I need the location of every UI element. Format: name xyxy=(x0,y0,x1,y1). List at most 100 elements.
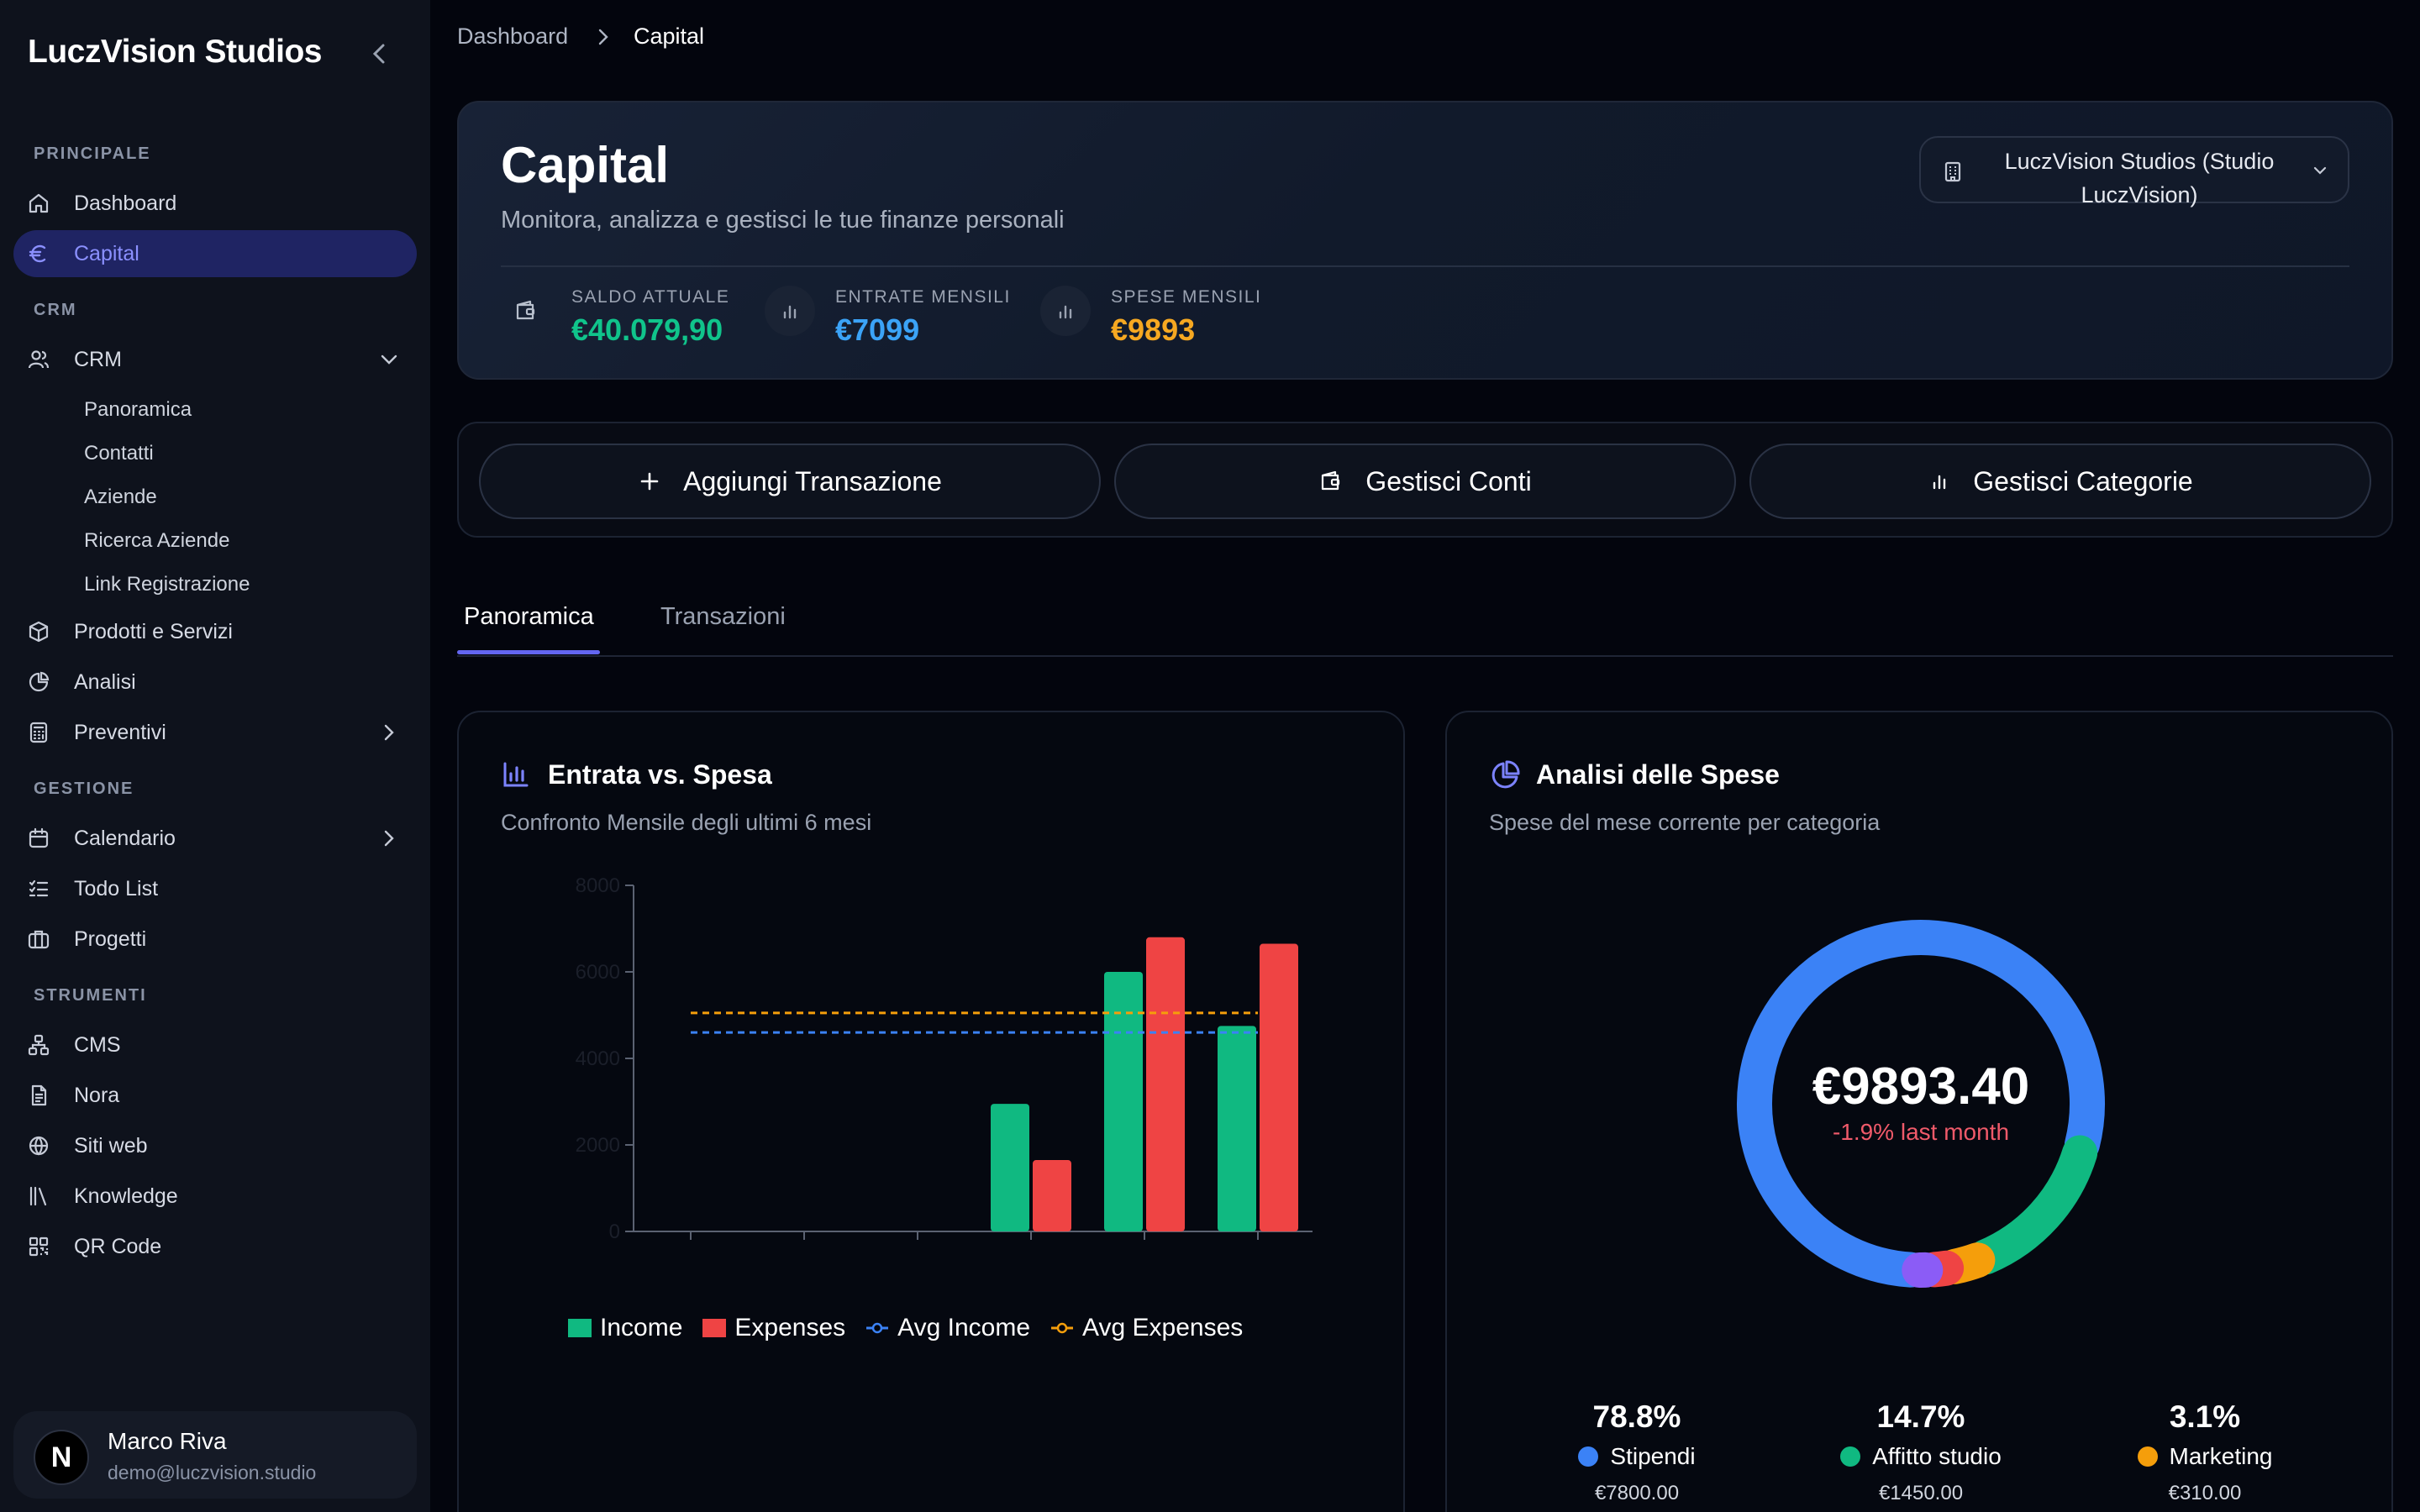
bar-chart-icon xyxy=(1059,305,1072,319)
sidebar-item-label: QR Code xyxy=(74,1234,162,1258)
bar-chart-icon xyxy=(503,762,529,787)
legend-item-avg-income[interactable]: Avg Income xyxy=(865,1314,1030,1342)
legend-item-avg-expenses[interactable]: Avg Expenses xyxy=(1050,1314,1243,1342)
chevron-down-icon xyxy=(2313,166,2327,175)
studio-selector[interactable]: LuczVision Studios (Studio LuczVision) xyxy=(1919,136,2349,207)
add-transaction-button[interactable]: Aggiungi Transazione xyxy=(479,444,1101,519)
legend-label: Expenses xyxy=(734,1314,846,1341)
collapse-sidebar-button[interactable] xyxy=(366,39,392,69)
active-tab-indicator xyxy=(457,650,600,654)
sidebar-item-label: Prodotti e Servizi xyxy=(74,619,233,643)
sidebar-item-label: Nora xyxy=(74,1083,120,1107)
income-expense-card: Entrata vs. Spesa Confronto Mensile degl… xyxy=(457,711,1405,1512)
plus-icon xyxy=(640,472,659,491)
category-name-row: Marketing xyxy=(2096,1443,2314,1470)
sidebar: LuczVision Studios PRINCIPALE Dashboard … xyxy=(0,0,430,1512)
manage-accounts-button[interactable]: Gestisci Conti xyxy=(1114,444,1736,519)
income-expense-chart: 0 2000 4000 6000 8000 xyxy=(576,874,1313,1243)
list-check-icon xyxy=(29,879,49,897)
sidebar-item-label: Siti web xyxy=(74,1133,148,1158)
category-affitto: 14.7% Affitto studio €1450.00 xyxy=(1812,1399,2030,1505)
sidebar-item-dashboard[interactable]: Dashboard xyxy=(13,180,417,227)
bar-chart-icon xyxy=(1933,475,1946,490)
tab-panoramica[interactable]: Panoramica xyxy=(464,603,594,630)
sidebar-item-knowledge[interactable]: Knowledge xyxy=(13,1173,417,1220)
wallet-icon xyxy=(1322,470,1340,491)
tab-transazioni[interactable]: Transazioni xyxy=(660,603,786,630)
legend-label: Avg Income xyxy=(897,1314,1031,1341)
home-icon xyxy=(29,193,49,213)
y-tick-label: 0 xyxy=(609,1221,620,1243)
section-label-crm: CRM xyxy=(34,301,77,319)
studio-selector-value: LuczVision Studios (Studio LuczVision) xyxy=(1981,144,2297,212)
chevron-right-icon xyxy=(384,724,394,741)
sidebar-item-prodotti[interactable]: Prodotti e Servizi xyxy=(13,608,417,655)
library-icon xyxy=(29,1186,47,1206)
category-dot xyxy=(1840,1446,1861,1467)
actions-bar: Aggiungi Transazione Gestisci Conti Gest… xyxy=(457,422,2393,538)
sidebar-item-label: Progetti xyxy=(74,927,147,951)
sidebar-item-calendario[interactable]: Calendario xyxy=(13,815,417,862)
sidebar-item-nora[interactable]: Nora xyxy=(13,1072,417,1119)
y-tick-label: 4000 xyxy=(576,1047,620,1070)
wallet-icon xyxy=(516,300,535,320)
legend-item-expenses[interactable]: Expenses xyxy=(702,1314,845,1342)
sidebar-item-capital[interactable]: Capital xyxy=(13,230,417,277)
add-transaction-label: Aggiungi Transazione xyxy=(683,465,942,496)
income-bar xyxy=(1218,1026,1256,1231)
section-label-principale: PRINCIPALE xyxy=(34,144,151,163)
category-name: Stipendi xyxy=(1610,1443,1696,1469)
sidebar-item-label: Capital xyxy=(74,241,139,265)
sidebar-item-preventivi[interactable]: Preventivi xyxy=(13,709,417,756)
expense-change: -1.9% last month xyxy=(1832,1119,2010,1145)
calculator-icon xyxy=(29,722,48,743)
legend-swatch xyxy=(702,1319,727,1337)
sidebar-subitem-ricerca-aziende[interactable]: Ricerca Aziende xyxy=(84,529,230,552)
expense-bar xyxy=(1146,937,1185,1231)
page-subtitle: Monitora, analizza e gestisci le tue fin… xyxy=(501,207,1065,234)
sidebar-item-progetti[interactable]: Progetti xyxy=(13,916,417,963)
sidebar-subitem-aziende[interactable]: Aziende xyxy=(84,486,157,508)
legend-item-income[interactable]: Income xyxy=(568,1314,682,1342)
pie-chart-icon xyxy=(29,671,50,692)
sidebar-item-analisi[interactable]: Analisi xyxy=(13,659,417,706)
pie-chart-icon xyxy=(1491,760,1520,789)
breadcrumb-dashboard[interactable]: Dashboard xyxy=(457,24,569,49)
sidebar-item-crm[interactable]: CRM xyxy=(13,336,417,383)
sidebar-item-label: CRM xyxy=(74,347,122,371)
sidebar-item-label: Preventivi xyxy=(74,720,166,744)
sidebar-item-cms[interactable]: CMS xyxy=(13,1021,417,1068)
legend-line-marker xyxy=(1051,1322,1074,1334)
sidebar-subitem-panoramica[interactable]: Panoramica xyxy=(84,398,192,421)
manage-categories-button[interactable]: Gestisci Categorie xyxy=(1749,444,2371,519)
category-amount: €310.00 xyxy=(2168,1482,2242,1504)
sidebar-item-label: Knowledge xyxy=(74,1184,178,1208)
stat-value: €7099 xyxy=(835,312,920,347)
sidebar-item-siti[interactable]: Siti web xyxy=(13,1122,417,1169)
user-profile-card[interactable]: N Marco Riva demo@luczvision.studio xyxy=(13,1411,417,1499)
sidebar-item-label: Dashboard xyxy=(74,191,177,215)
expense-bar xyxy=(1033,1160,1071,1231)
euro-icon xyxy=(29,244,46,263)
section-label-strumenti: STRUMENTI xyxy=(34,986,147,1005)
category-name-row: Affitto studio xyxy=(1812,1443,2030,1470)
category-amount: €7800.00 xyxy=(1594,1482,1680,1504)
stat-value: €40.079,90 xyxy=(571,312,723,347)
category-percent: 14.7% xyxy=(1876,1399,1965,1434)
tab-bar: Panoramica Transazioni xyxy=(457,580,2393,657)
income-bar xyxy=(991,1104,1029,1231)
category-name: Affitto studio xyxy=(1872,1443,2002,1469)
sidebar-subitem-link-registrazione[interactable]: Link Registrazione xyxy=(84,573,250,596)
legend-label: Avg Expenses xyxy=(1082,1314,1244,1341)
category-amount: €1450.00 xyxy=(1878,1482,1964,1504)
studio-name-line1: LuczVision Studios (Studio xyxy=(2004,149,2275,174)
sidebar-item-todo[interactable]: Todo List xyxy=(13,865,417,912)
sidebar-subitem-contatti[interactable]: Contatti xyxy=(84,442,154,465)
sidebar-item-qr[interactable]: QR Code xyxy=(13,1223,417,1270)
legend-line-marker xyxy=(866,1322,889,1334)
chart-legend: Income Expenses Avg Income Avg Expenses xyxy=(568,1314,1243,1342)
avatar: N xyxy=(34,1430,89,1485)
y-tick-label: 6000 xyxy=(576,961,620,984)
chevron-right-icon xyxy=(384,830,394,847)
stat-value: €9893 xyxy=(1111,312,1196,347)
